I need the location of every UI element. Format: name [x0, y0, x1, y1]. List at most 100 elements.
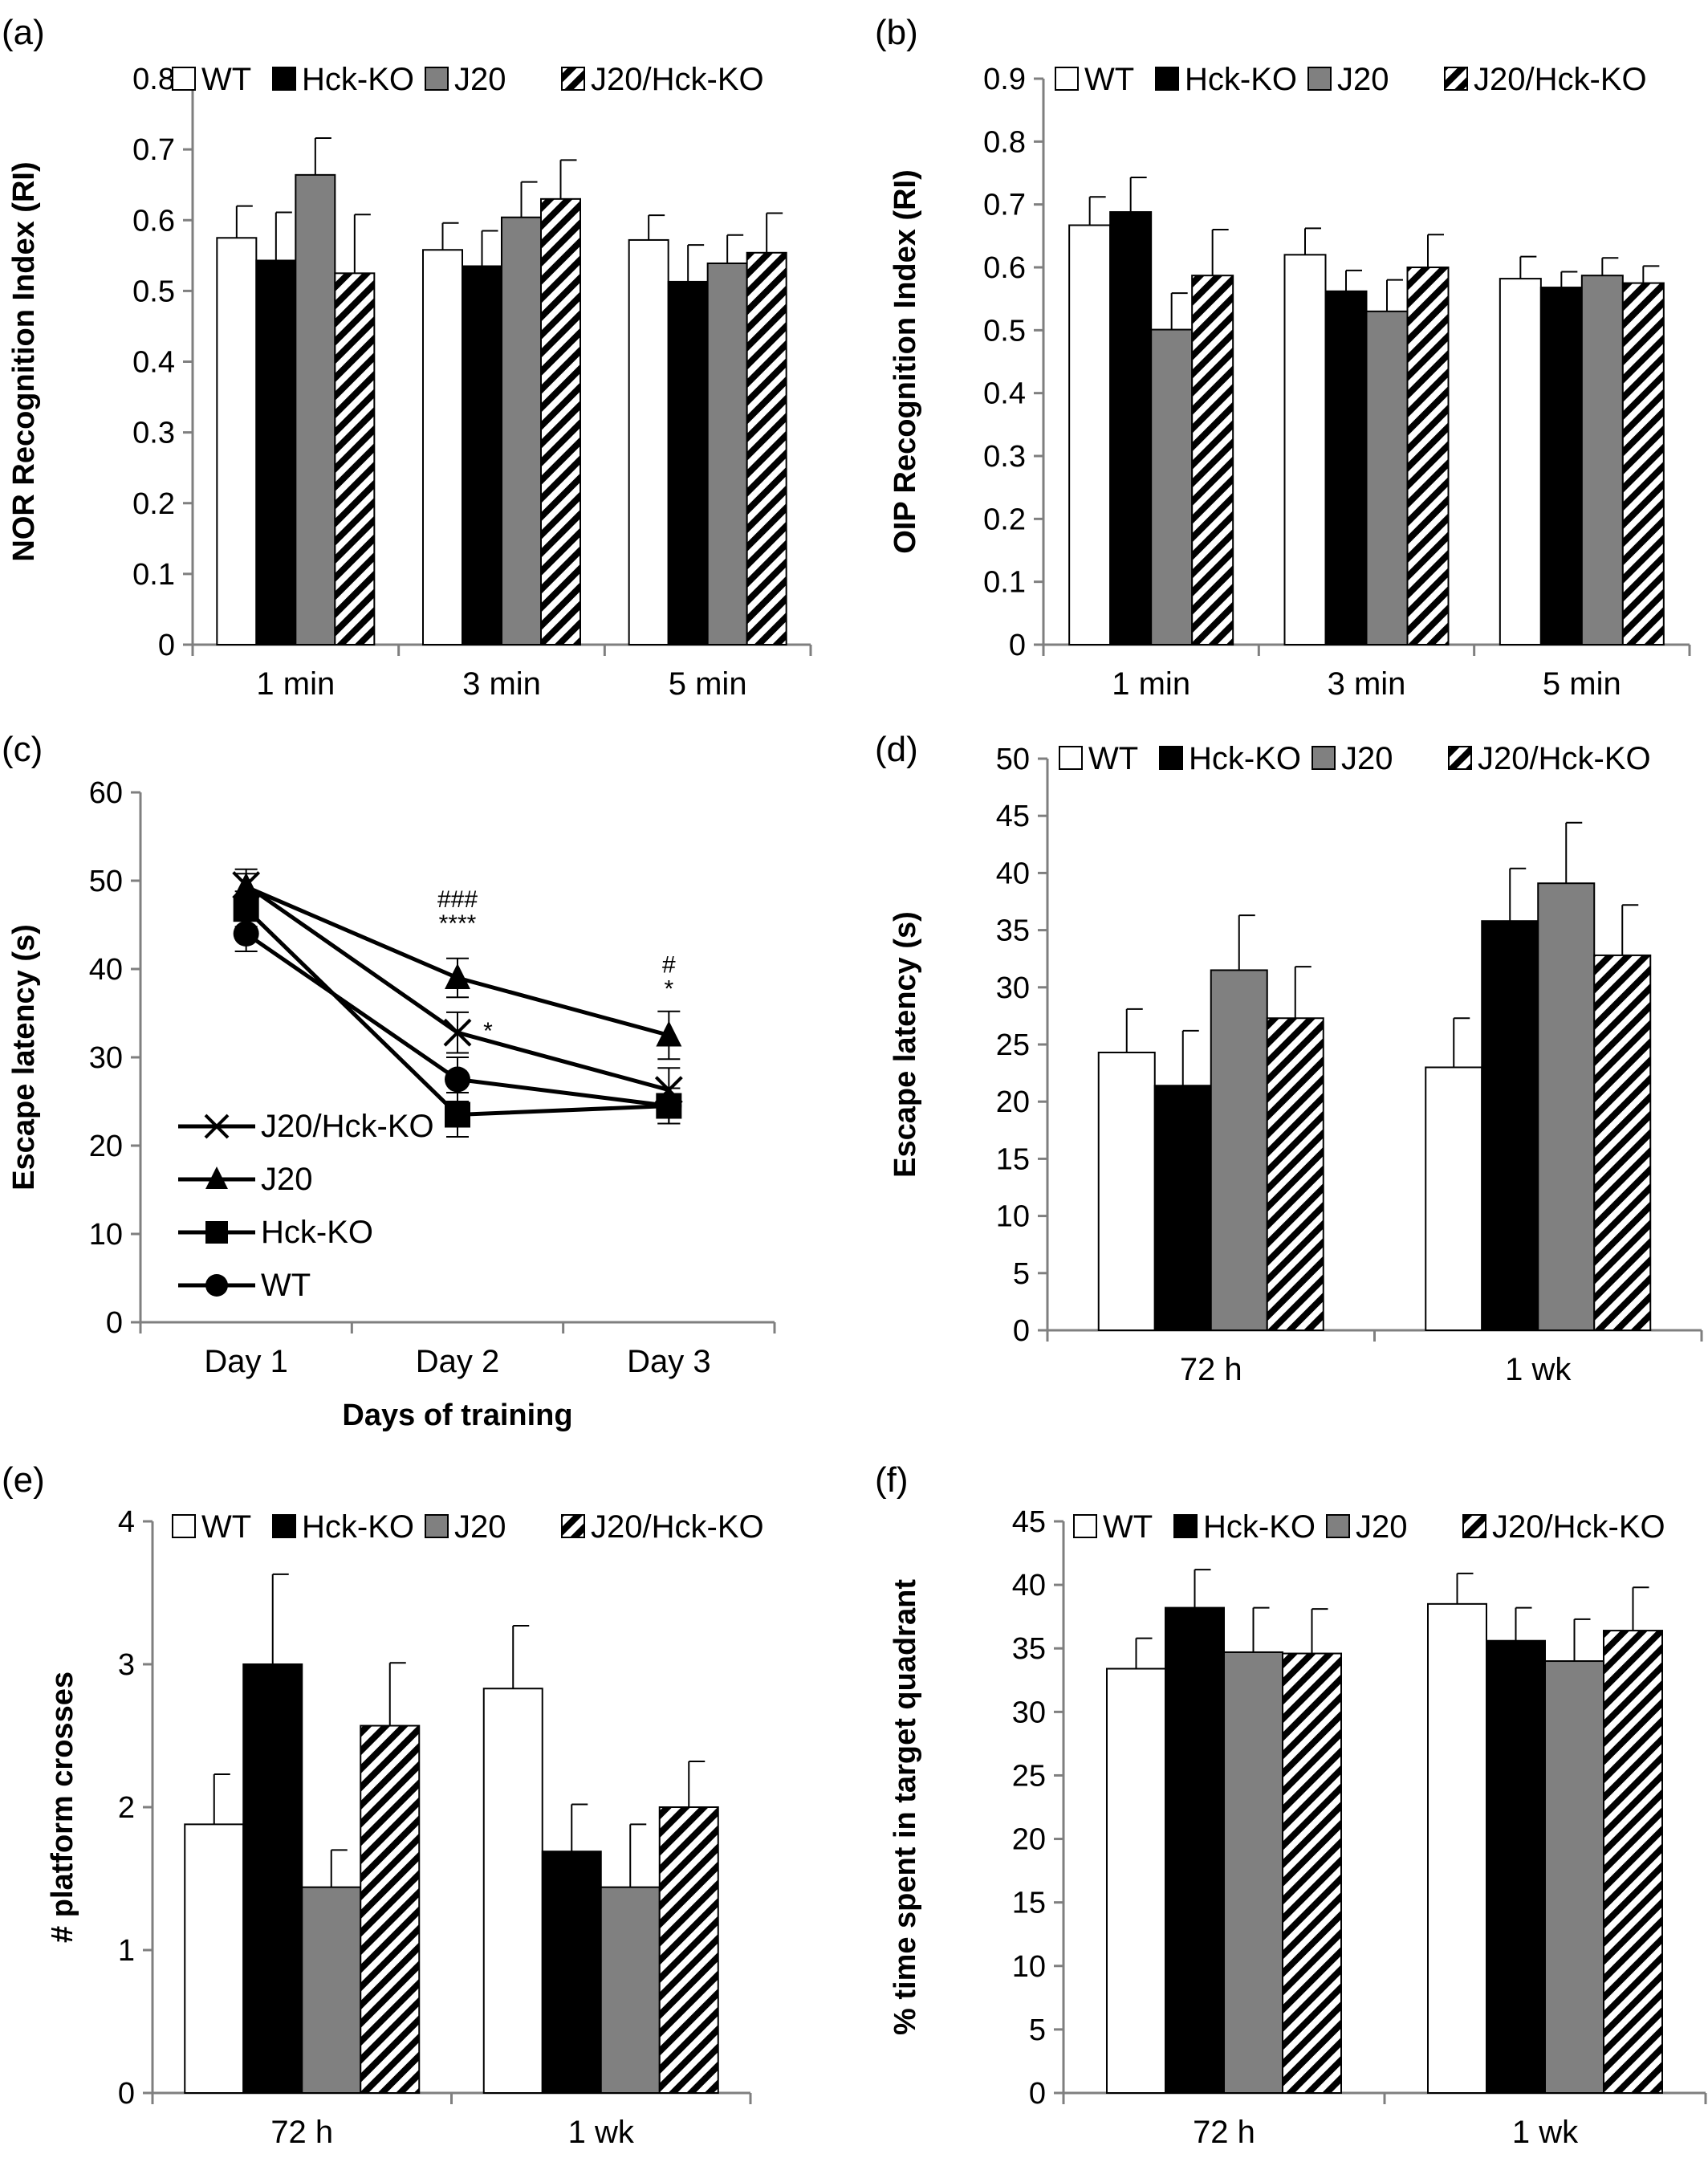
panel-label: (b) — [875, 13, 918, 52]
legend-swatch — [561, 67, 585, 91]
bar — [242, 1663, 303, 2094]
bar — [482, 1688, 543, 2094]
bar — [1406, 267, 1450, 645]
bar — [658, 1806, 719, 2094]
y-tick-label: 0.2 — [132, 487, 175, 521]
y-tick-label: 0 — [1029, 2077, 1046, 2111]
y-tick-label: 5 — [1029, 2013, 1046, 2047]
legend-label: J20/Hck-KO — [1492, 1509, 1665, 1545]
legend-label: Hck-KO — [302, 62, 414, 97]
x-tick-label: Day 2 — [416, 1344, 500, 1379]
marker-x — [443, 1018, 472, 1047]
y-tick-label: 0.3 — [132, 417, 175, 450]
y-tick-label: 40 — [1012, 1569, 1046, 1602]
marker-triangle — [656, 1020, 682, 1047]
x-tick-label: 5 min — [669, 666, 747, 702]
y-tick-label: 35 — [1012, 1632, 1046, 1666]
bar — [667, 280, 709, 645]
y-tick-label: 15 — [996, 1142, 1030, 1176]
bar — [216, 237, 258, 645]
bar — [462, 265, 502, 645]
marker-circle — [205, 1274, 228, 1297]
chart-panel-e: (e) 0 1 2 3 4 # platform crosses 72 h 1 wk WT Hck-… — [2, 1460, 764, 2150]
legend-swatch — [1155, 67, 1179, 91]
y-tick-label: 15 — [1012, 1887, 1046, 1920]
x-tick-label: 1 wk — [1512, 2115, 1579, 2150]
marker-circle — [656, 1093, 682, 1119]
legend-label: Hck-KO — [261, 1215, 373, 1250]
significance-annotation: **** — [439, 910, 477, 937]
y-tick-label: 0.1 — [132, 558, 175, 592]
legend-label: J20 — [1337, 62, 1389, 97]
marker-triangle — [205, 1167, 228, 1189]
y-tick-label: 30 — [89, 1041, 123, 1075]
legend-swatch — [1444, 67, 1468, 91]
y-tick-label: 0 — [158, 629, 175, 662]
bar — [628, 238, 669, 645]
bar — [255, 259, 297, 645]
bar — [1153, 1085, 1212, 1332]
legend-label: WT — [1103, 1509, 1153, 1545]
y-tick-label: 10 — [89, 1218, 123, 1252]
legend-swatch — [1073, 1514, 1097, 1538]
chart-panel-c: (c) 0 10 20 30 40 50 60 Escape latency (s) Day 1 D… — [2, 730, 776, 1432]
bar — [541, 1851, 602, 2094]
legend-swatch — [1462, 1514, 1486, 1538]
legend-label: WT — [1084, 62, 1134, 97]
legend: J20/Hck-KO J20 Hck-KO WT — [178, 1109, 434, 1303]
bar — [1150, 328, 1194, 645]
x-tick-label: 3 min — [462, 666, 541, 702]
legend-swatch — [1059, 746, 1083, 770]
bar — [360, 1724, 421, 2095]
bar — [1427, 1602, 1487, 2095]
y-tick-label: 35 — [996, 914, 1030, 948]
bar — [295, 173, 336, 646]
y-tick-label: 40 — [996, 857, 1030, 890]
bar — [1499, 278, 1542, 645]
marker-x — [204, 1114, 230, 1139]
y-tick-label: 40 — [89, 953, 123, 987]
legend-swatch — [561, 1514, 585, 1538]
bar — [1283, 254, 1327, 645]
significance-annotation: # — [662, 952, 676, 979]
legend-label: J20 — [1356, 1509, 1408, 1545]
panel-label: (f) — [875, 1460, 909, 1500]
x-tick-label: 72 h — [1180, 1352, 1242, 1387]
bar — [1539, 287, 1583, 645]
y-tick-label: 0.9 — [983, 63, 1026, 96]
y-axis-title: # platform crosses — [46, 1671, 79, 1943]
y-tick-label: 0.5 — [983, 314, 1026, 348]
legend-label: J20/Hck-KO — [261, 1109, 434, 1144]
bar — [334, 272, 376, 645]
y-tick-label: 0.7 — [132, 133, 175, 167]
y-tick-label: 45 — [996, 800, 1030, 833]
marker-circle — [445, 1066, 470, 1093]
legend: WT Hck-KO J20 J20/Hck-KO — [172, 62, 764, 97]
legend-swatch — [425, 1514, 449, 1538]
bar — [540, 197, 581, 645]
y-tick-label: 25 — [1012, 1759, 1046, 1793]
bar — [1544, 1660, 1604, 2094]
x-tick-label: 72 h — [270, 2115, 333, 2150]
legend-label: J20 — [454, 62, 506, 97]
bar — [1537, 882, 1596, 1331]
legend-label: J20 — [261, 1162, 313, 1197]
legend-label: WT — [201, 1509, 251, 1545]
chart-panel-f: (f) 0 5 10 15 20 25 30 35 40 45 % time spent in tar… — [875, 1460, 1707, 2150]
legend-label: WT — [201, 62, 251, 97]
legend-label: J20 — [1341, 741, 1393, 776]
bar — [1109, 211, 1153, 646]
legend-swatch — [425, 67, 449, 91]
chart-panel-a: (a) 0 0.1 0.2 0.3 0.4 0.5 0.6 0.7 0.8 NOR Recognit… — [2, 13, 812, 702]
y-tick-label: 5 — [1013, 1257, 1030, 1291]
legend-swatch — [272, 1514, 296, 1538]
y-tick-label: 0.1 — [983, 566, 1026, 600]
y-tick-label: 60 — [89, 776, 123, 810]
legend-swatch — [1173, 1514, 1198, 1538]
marker-square — [205, 1221, 228, 1244]
marker-circle — [233, 921, 259, 947]
bar — [422, 249, 463, 645]
y-axis-title: Escape latency (s) — [889, 911, 922, 1178]
x-tick-label: 1 wk — [568, 2115, 635, 2150]
